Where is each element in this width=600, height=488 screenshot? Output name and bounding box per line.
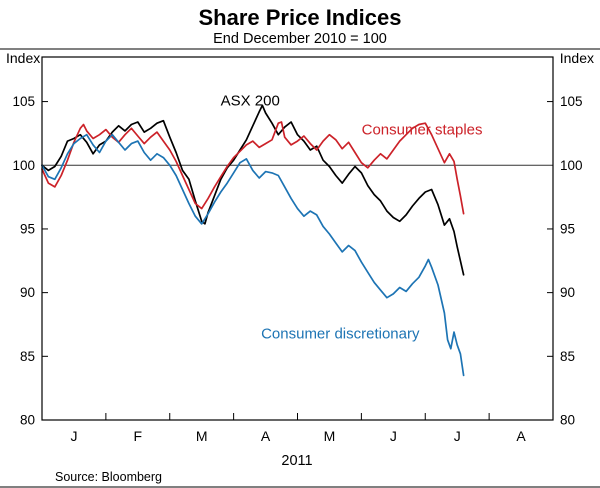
y-axis-tick-label-right: 100 [560, 158, 583, 173]
y-axis-tick-label-right: 85 [560, 349, 575, 364]
chart-subtitle: End December 2010 = 100 [213, 31, 387, 47]
x-axis-month-label: F [134, 428, 143, 444]
series-label-asx-200: ASX 200 [221, 92, 280, 109]
y-axis-tick-label-left: 95 [20, 221, 35, 236]
source-note: Source: Bloomberg [55, 470, 162, 484]
x-axis-month-label: A [516, 428, 526, 444]
y-axis-tick-label-left: 105 [12, 94, 35, 109]
x-axis-month-label: J [454, 428, 461, 444]
series-line-consumer-discretionary [41, 133, 465, 377]
y-axis-tick-label-left: 90 [20, 285, 35, 300]
chart-title: Share Price Indices [199, 5, 402, 30]
x-axis-month-label: M [324, 428, 336, 444]
x-axis-year-label: 2011 [281, 453, 312, 469]
x-axis-month-label: J [390, 428, 397, 444]
y-axis-tick-label-left: 80 [20, 413, 35, 428]
y-axis-title-left: Index [6, 50, 40, 66]
series-label-consumer-discretionary: Consumer discretionary [261, 325, 420, 342]
y-axis-tick-label-left: 85 [20, 349, 35, 364]
series-line-consumer-staples [41, 121, 465, 215]
series-label-consumer-staples: Consumer staples [362, 122, 483, 139]
y-axis-title-right: Index [560, 50, 594, 66]
plot-border [41, 56, 554, 421]
y-axis-tick-label-right: 105 [560, 94, 583, 109]
series-line-asx-200 [41, 104, 465, 276]
y-axis-tick-label-left: 100 [12, 158, 35, 173]
y-axis-tick-label-right: 80 [560, 413, 575, 428]
plot-area: 80 80 85 85 90 90 95 95 100 100 105 105 J F M A M J J A ASX … [12, 56, 583, 444]
x-axis-month-label: M [196, 428, 208, 444]
y-axis-tick-label-right: 90 [560, 285, 575, 300]
x-axis-month-label: A [261, 428, 271, 444]
y-axis-tick-label-right: 95 [560, 221, 575, 236]
x-axis-month-label: J [70, 428, 77, 444]
